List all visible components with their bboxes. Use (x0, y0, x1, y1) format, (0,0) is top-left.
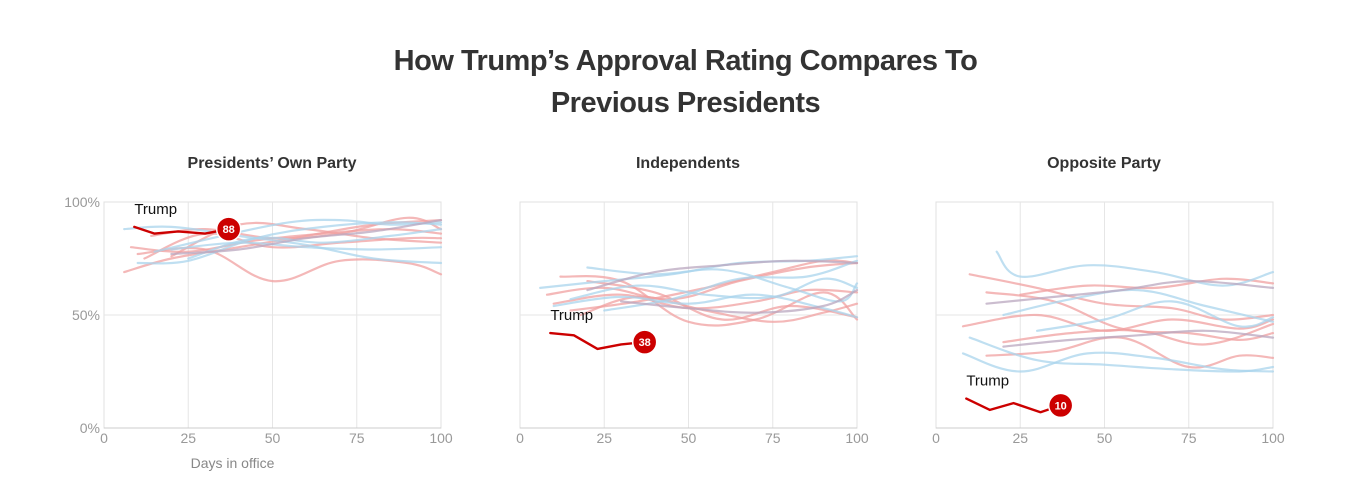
x-tick-label: 50 (1097, 430, 1113, 446)
trump-value-label: 38 (639, 337, 651, 349)
x-tick-label: 100 (845, 430, 869, 446)
series-line (985, 279, 1275, 305)
panel-0: 0 25 50 75 100 0% 50% 100% Days in office Trump 88 (64, 194, 453, 471)
trump-line (965, 397, 1062, 414)
x-tick-label: 25 (1012, 430, 1028, 446)
series-line (995, 250, 1275, 287)
series-line (985, 336, 1275, 369)
series-line (187, 228, 443, 260)
series-line (569, 277, 859, 301)
x-tick-label: 25 (180, 430, 196, 446)
series-line (552, 288, 859, 310)
x-tick-label: 50 (681, 430, 697, 446)
panel-title-independents: Independents (635, 155, 740, 172)
x-tick-label: 75 (349, 430, 365, 446)
series-line (136, 246, 443, 283)
chart-title-line-2: Previous Presidents (550, 87, 821, 119)
series-line (586, 259, 859, 292)
x-tick-label: 75 (1181, 430, 1197, 446)
x-tick-label: 25 (596, 430, 612, 446)
trump-value-label: 10 (1055, 400, 1067, 412)
series-line (1002, 322, 1275, 346)
y-tick-label: 100% (64, 194, 100, 210)
series-line (961, 313, 1275, 332)
series-line (1002, 288, 1275, 323)
trump-value-badge (631, 329, 658, 355)
series-line (153, 218, 443, 253)
x-axis-label: Days in office (191, 455, 275, 471)
y-tick-label: 0% (80, 420, 100, 436)
series-line (170, 241, 443, 251)
x-tick-label: 0 (516, 430, 524, 446)
series-line (968, 336, 1275, 373)
series-line (620, 289, 859, 314)
series-line (170, 219, 443, 256)
trump-value-badge (1047, 392, 1074, 419)
trump-label: Trump (134, 201, 177, 218)
panel-title-opposite-party: Opposite Party (1047, 155, 1161, 172)
series-line (968, 273, 1275, 321)
panel-title-own-party: Presidents’ Own Party (187, 155, 357, 172)
x-tick-label: 50 (265, 430, 281, 446)
x-tick-label: 0 (932, 430, 940, 446)
series-line (1019, 277, 1275, 296)
series-line (961, 351, 1275, 373)
trump-label: Trump (966, 373, 1009, 390)
trump-label: Trump (550, 307, 593, 324)
x-tick-label: 75 (765, 430, 781, 446)
trump-value-badge (215, 216, 242, 242)
series-line (552, 293, 859, 319)
series-line (123, 225, 443, 265)
chart-title-line-1: How Trump’s Approval Rating Compares To (393, 45, 978, 77)
x-tick-label: 100 (429, 430, 453, 446)
panel-2: 0 25 50 75 100 Trump 10 (932, 201, 1285, 446)
trump-value-label: 88 (223, 224, 235, 236)
x-tick-label: 0 (100, 430, 108, 446)
trump-line (549, 331, 646, 351)
y-tick-label: 50% (72, 307, 100, 323)
series-line (136, 221, 443, 265)
series-line (1036, 300, 1275, 332)
trump-line (133, 225, 230, 235)
series-line (545, 261, 859, 301)
chart-title: How Trump’s Approval Rating Compares To … (0, 40, 1371, 124)
panel-1: 0 25 50 75 100 Trump 38 (516, 201, 869, 446)
series-line (1002, 329, 1275, 348)
x-tick-label: 100 (1261, 430, 1285, 446)
